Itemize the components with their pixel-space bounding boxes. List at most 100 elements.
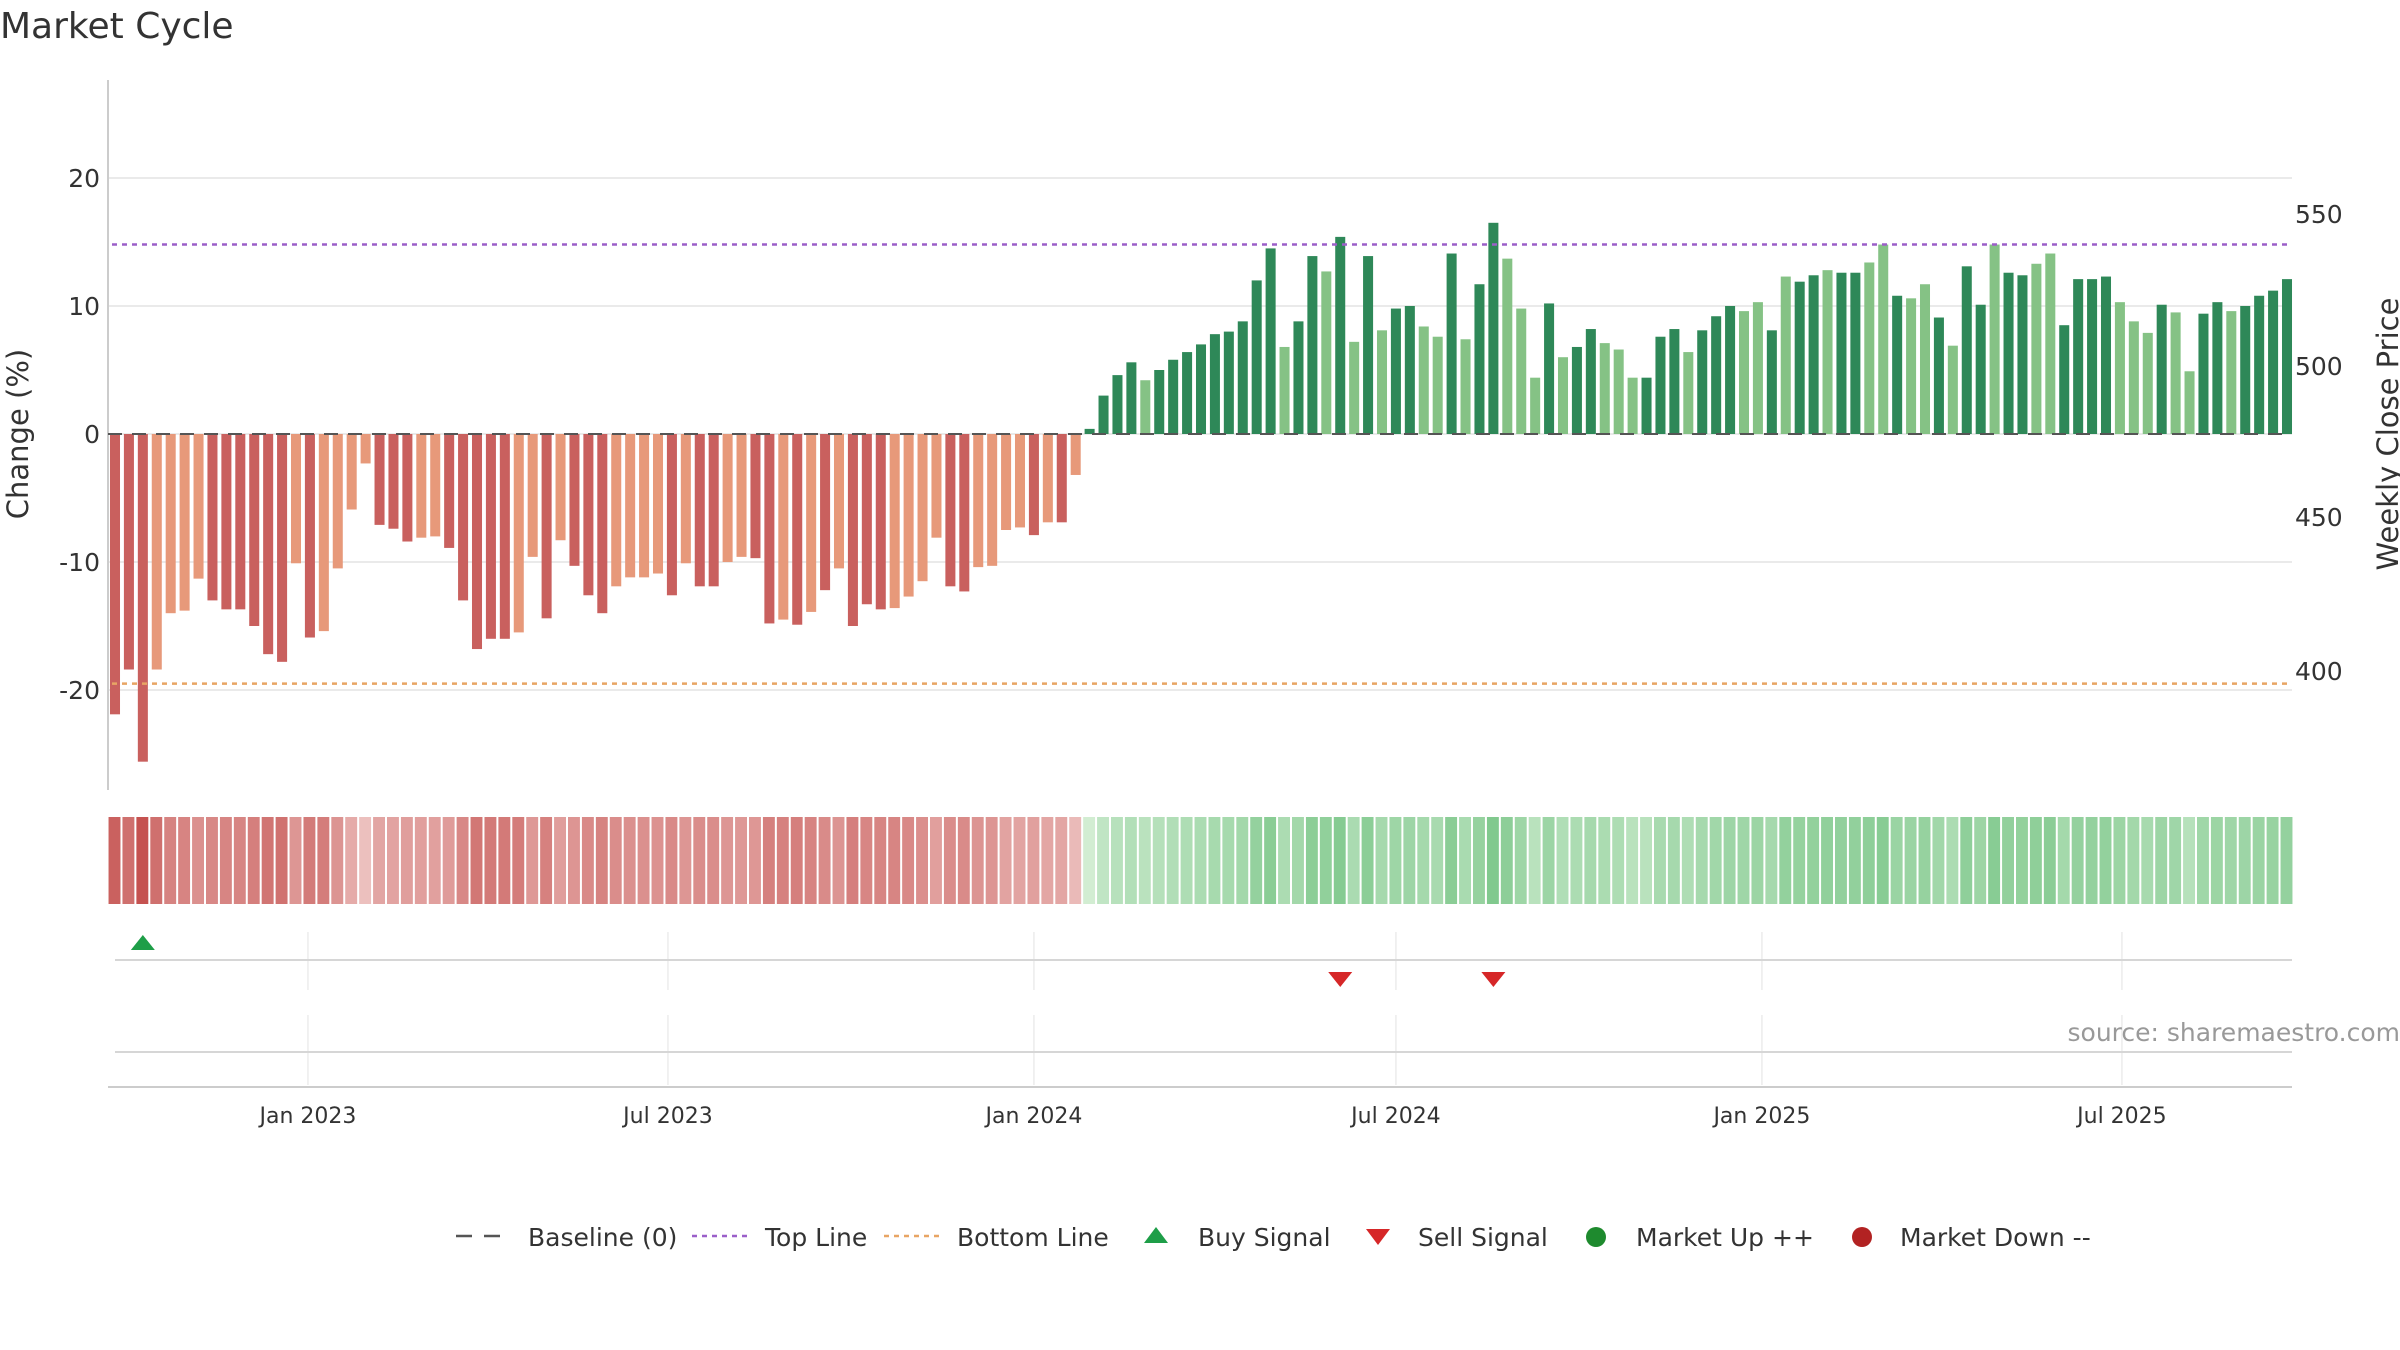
x-tick-label: Jul 2025: [2075, 1104, 2167, 1129]
bar: [1571, 346, 1582, 434]
bar: [555, 434, 566, 541]
heat-cell: [526, 817, 539, 904]
heat-cell: [1264, 817, 1277, 904]
heat-cell: [2016, 817, 2028, 904]
bar: [820, 434, 831, 591]
heat-cell: [2043, 817, 2056, 904]
bar: [165, 434, 176, 614]
heat-cell: [1528, 817, 1541, 904]
heat-cell: [1055, 817, 1068, 904]
bar: [402, 434, 413, 542]
bar: [833, 434, 845, 569]
bar: [151, 434, 162, 670]
bar: [1780, 276, 1791, 434]
heat-cell: [456, 817, 469, 904]
bar: [1376, 330, 1388, 434]
bar: [346, 434, 357, 510]
bar: [1725, 306, 1736, 434]
bar: [1669, 329, 1680, 434]
heat-cell: [818, 817, 831, 904]
heat-cell: [1946, 817, 1959, 904]
bar: [987, 434, 998, 566]
bar: [2100, 276, 2112, 434]
bar: [332, 434, 343, 569]
bar: [2045, 253, 2056, 434]
heat-cell: [2197, 817, 2209, 904]
bar: [1168, 359, 1179, 434]
y2-tick-label: 400: [2295, 657, 2343, 686]
bar: [1711, 316, 1722, 434]
bar: [694, 434, 705, 587]
bar: [1279, 346, 1290, 434]
heat-cell: [860, 817, 873, 904]
bar: [1544, 303, 1555, 434]
bar: [1947, 345, 1958, 434]
bar: [1752, 302, 1763, 434]
heat-cell: [2071, 817, 2084, 904]
heat-cell: [122, 817, 135, 904]
heat-cell: [554, 817, 566, 904]
heat-cell: [2252, 817, 2265, 904]
bar: [1182, 352, 1193, 434]
heat-cell: [776, 817, 789, 904]
heat-cell: [1027, 817, 1040, 904]
bar: [374, 434, 385, 525]
legend-market-down-icon: [1852, 1227, 1872, 1247]
bar: [1919, 284, 1931, 434]
bar: [722, 434, 733, 562]
bar: [1265, 248, 1276, 434]
bar: [1906, 298, 1917, 434]
heat-cell: [261, 817, 274, 904]
bar: [1042, 434, 1053, 523]
heat-cell: [387, 817, 399, 904]
heat-cell: [1862, 817, 1875, 904]
heat-cell: [2127, 817, 2140, 904]
chart-title: Market Cycle: [0, 6, 234, 47]
heat-cell: [317, 817, 330, 904]
heat-cell: [1459, 817, 1471, 904]
y-tick-label: 20: [68, 164, 100, 193]
heat-cell: [1904, 817, 1917, 904]
legend-label: Bottom Line: [957, 1223, 1109, 1252]
bar: [1613, 349, 1624, 434]
bar: [847, 434, 858, 626]
heat-cell: [1152, 817, 1165, 904]
bar: [1293, 321, 1304, 434]
heat-cell: [1807, 817, 1820, 904]
heat-cell: [1988, 817, 2001, 904]
heat-cell: [1960, 817, 1973, 904]
bar: [2198, 313, 2209, 434]
heat-cell: [568, 817, 580, 904]
bar: [2114, 302, 2125, 434]
heat-cell: [1445, 817, 1458, 904]
heat-cell: [985, 817, 998, 904]
heat-cell: [1918, 817, 1931, 904]
bar: [444, 434, 455, 548]
heat-cell: [1361, 817, 1374, 904]
heat-cell: [1166, 817, 1179, 904]
bar: [1460, 339, 1471, 434]
heat-cell: [400, 817, 413, 904]
bar: [1933, 317, 1944, 434]
heat-cell: [1835, 817, 1847, 904]
heat-cell: [2155, 817, 2168, 904]
heat-cell: [999, 817, 1012, 904]
bar: [639, 434, 650, 578]
bar: [1195, 344, 1207, 434]
bar: [416, 434, 427, 538]
heat-cell: [943, 817, 956, 904]
bar: [959, 434, 970, 592]
heat-cell: [1389, 817, 1402, 904]
heat-cell: [1180, 817, 1193, 904]
heat-cell: [1584, 817, 1597, 904]
heat-cell: [498, 817, 511, 904]
y2-axis-title: Weekly Close Price: [2371, 298, 2400, 571]
bar: [1738, 311, 1750, 434]
heat-cell: [1473, 817, 1485, 904]
bar: [527, 434, 538, 557]
bar: [1683, 352, 1694, 434]
heat-cell: [2183, 817, 2195, 904]
bar: [137, 434, 148, 762]
heat-cell: [2210, 817, 2223, 904]
heat-cell: [331, 817, 344, 904]
